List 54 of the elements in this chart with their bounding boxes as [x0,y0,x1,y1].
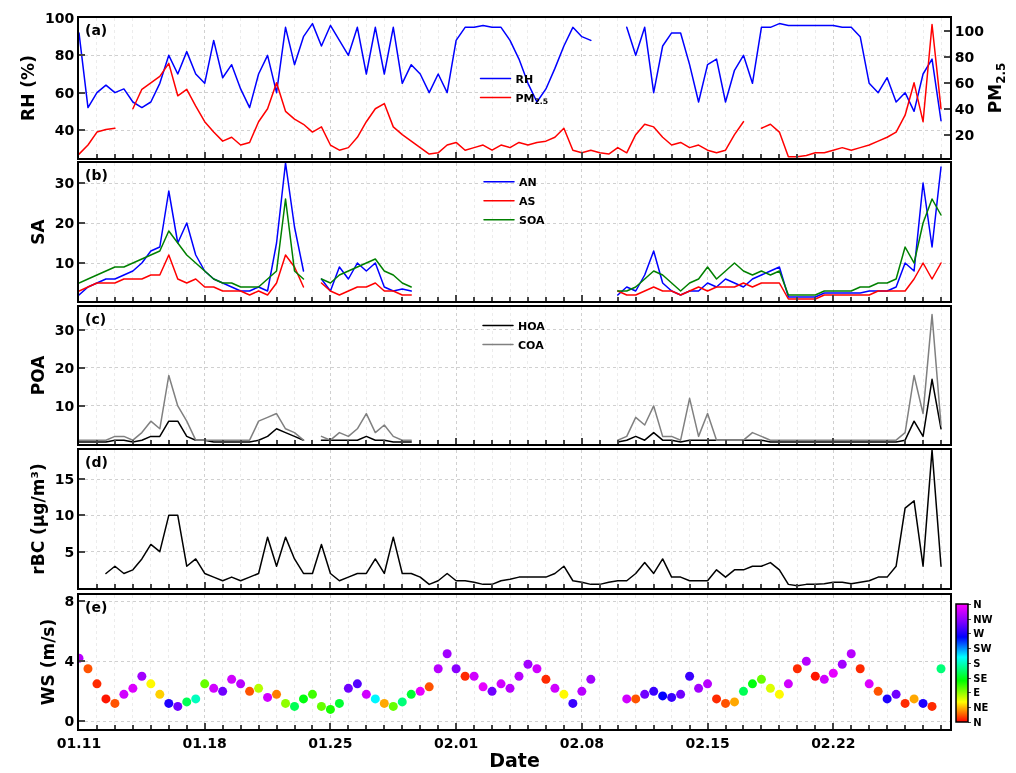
color-bar-label: N [973,598,982,610]
y2-tick-label: 20 [954,126,975,143]
x-tick-label: 02.08 [559,734,604,751]
x-tick-label: 02.01 [433,734,479,751]
y-tick-label: 10 [54,254,75,271]
color-bar-label: S [973,657,981,669]
x-tick-label: 01.25 [308,734,353,751]
y-tick-label: 20 [54,359,75,376]
annotation: (b) [85,167,108,183]
y-tick-label: 100 [44,9,75,26]
legend-label: HOA [518,319,546,333]
color-bar-label: SE [973,672,988,684]
legend-label: AN [519,175,537,189]
legend-label: PM$_{2.5}$ [515,91,549,107]
y-tick-label: 5 [64,543,75,560]
annotation: (e) [85,599,108,615]
y-tick-label: 10 [54,397,75,414]
y2-tick-label: 60 [954,74,975,91]
color-bar-label: N [973,716,982,728]
y-tick-label: 30 [54,174,75,191]
y-tick-label: 80 [54,47,75,64]
y-tick-label: 30 [54,321,75,338]
y-tick-label: 10 [54,507,75,524]
y2-tick-label: 80 [954,48,975,65]
y-axis-title: POA [27,354,48,396]
x-tick-label: 02.15 [685,734,730,751]
y2-tick-label: 40 [954,100,975,117]
y-tick-label: 40 [54,121,75,138]
y-tick-label: 4 [64,653,75,670]
color-bar-label: SW [973,643,992,655]
y-axis-title: RH (%) [18,55,39,121]
x-tick-label: 01.18 [182,734,227,751]
y-tick-label: 8 [64,592,75,609]
y-axis-title: SA [27,218,48,245]
color-bar-label: E [973,687,981,699]
x-axis-title: Date [489,749,540,772]
y-tick-label: 15 [54,470,75,487]
y-tick-label: 0 [64,713,75,730]
y-axis-title: rBC (µg/m³) [27,463,48,575]
color-bar-label: NW [973,613,993,625]
y2-tick-label: 100 [954,22,985,39]
annotation: (c) [85,311,107,327]
legend-label: COA [518,338,545,352]
y-axis-title: WS (m/s) [37,618,58,706]
x-tick-label: 02.22 [811,734,856,751]
annotation: (d) [85,454,108,470]
legend-label: AS [519,194,536,208]
legend-label: SOA [519,213,545,227]
color-bar-label: NE [973,702,989,714]
annotation: (a) [85,22,108,38]
color-bar-label: W [973,628,985,640]
x-tick-label: 01.11 [56,734,102,751]
y-tick-label: 60 [54,84,75,101]
y-tick-label: 20 [54,214,75,231]
